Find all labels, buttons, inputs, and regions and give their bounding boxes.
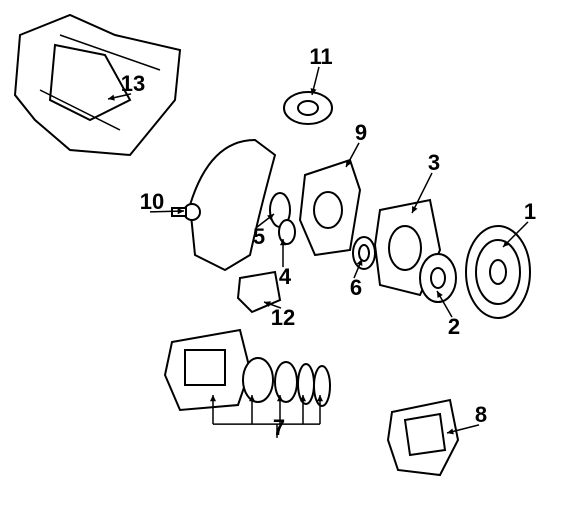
crossmember-subframe-icon — [15, 15, 180, 155]
piston-ring-2-icon — [314, 366, 330, 406]
wheel-hub-icon — [420, 254, 456, 302]
callout-caliper-bracket: 8 — [467, 402, 495, 428]
control-arm-bushing-icon — [284, 92, 332, 124]
callout-splash-shield: 3 — [420, 150, 448, 176]
outer-bearing-icon — [353, 237, 375, 269]
piston-large-icon — [243, 358, 273, 402]
ball-joint-icon — [172, 204, 200, 220]
callout-ball-joint: 10 — [138, 189, 166, 215]
callout-caliper-assembly: 7 — [265, 415, 293, 441]
caliper-bracket-icon — [388, 400, 458, 475]
callout-control-arm-bushing: 11 — [307, 44, 335, 70]
steering-knuckle-icon — [300, 160, 360, 255]
inner-bearing-icon — [279, 220, 295, 244]
inner-seal-icon — [270, 193, 290, 227]
rotor-disc-icon — [466, 226, 530, 318]
callout-clamp-plate: 12 — [269, 305, 297, 331]
callout-crossmember-subframe: 13 — [119, 71, 147, 97]
parts-diagram: 12345678910111213 — [0, 0, 576, 518]
splash-shield-icon — [375, 200, 440, 295]
control-arm-icon — [190, 140, 275, 270]
caliper-body-icon — [165, 330, 250, 410]
callout-steering-knuckle: 9 — [347, 120, 375, 146]
callout-inner-seal: 5 — [245, 224, 273, 250]
callout-rotor-disc: 1 — [516, 199, 544, 225]
piston-seal-icon — [275, 362, 297, 402]
callout-outer-bearing: 6 — [342, 275, 370, 301]
piston-ring-1-icon — [298, 364, 314, 404]
callout-wheel-hub: 2 — [440, 314, 468, 340]
callout-inner-bearing: 4 — [271, 264, 299, 290]
